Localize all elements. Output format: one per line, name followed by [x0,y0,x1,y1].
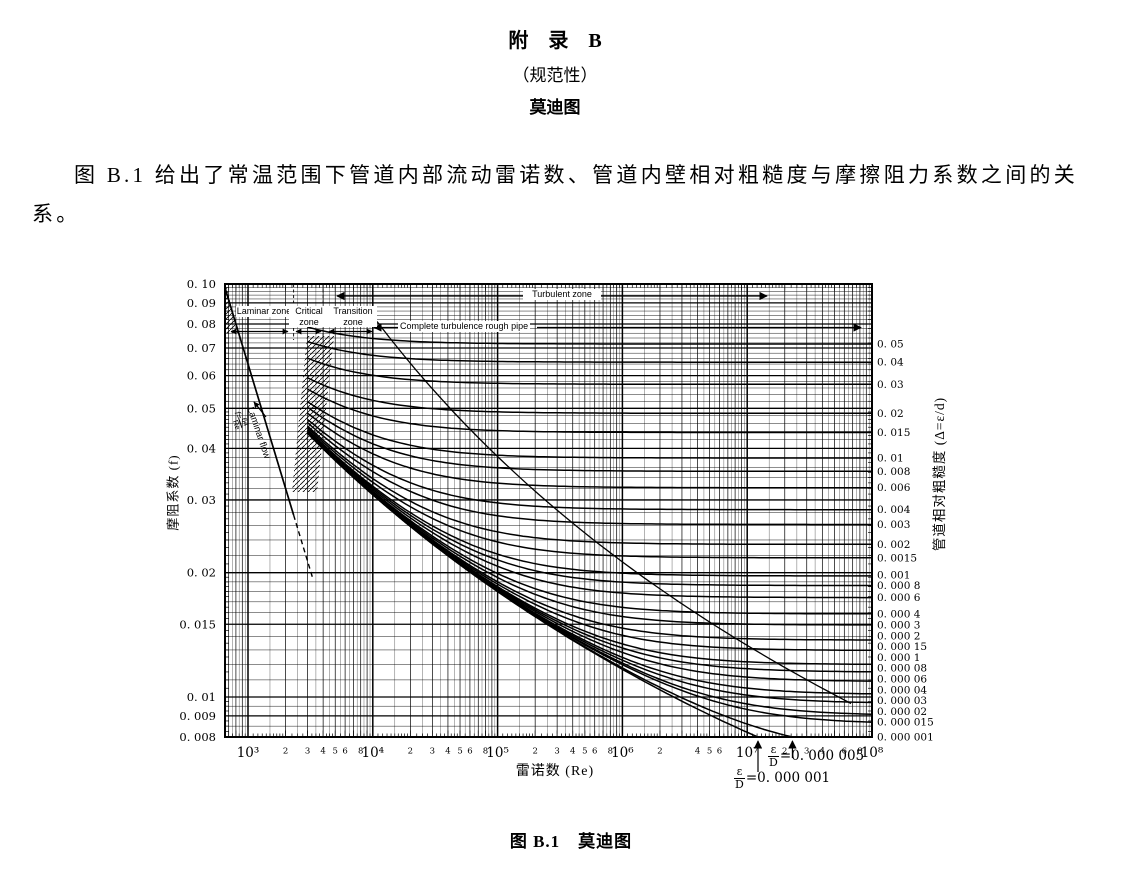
zone-label-critical: Critical zone [289,306,329,327]
svg-text:0. 004: 0. 004 [877,504,911,516]
svg-text:0. 000 8: 0. 000 8 [877,580,920,592]
svg-text:2: 2 [657,747,662,757]
svg-text:5: 5 [707,747,712,757]
svg-text:6: 6 [842,747,847,757]
svg-text:10⁶: 10⁶ [611,745,634,761]
svg-text:0. 04: 0. 04 [187,441,216,455]
svg-text:0. 000 15: 0. 000 15 [877,641,927,653]
svg-text:4: 4 [320,747,325,757]
svg-text:0. 04: 0. 04 [877,357,904,369]
svg-text:0. 0015: 0. 0015 [877,552,917,564]
figure-caption: 图 B.1 莫迪图 [509,832,633,851]
svg-text:0. 000 4: 0. 000 4 [877,608,921,620]
svg-text:0. 09: 0. 09 [187,296,216,310]
svg-text:0. 000 015: 0. 000 015 [877,717,934,729]
svg-text:0. 000 3: 0. 000 3 [877,619,920,631]
svg-text:2: 2 [782,747,787,757]
svg-text:0. 001: 0. 001 [877,569,910,581]
svg-text:0. 08: 0. 08 [187,317,216,331]
svg-text:3: 3 [430,747,435,757]
svg-text:0. 10: 0. 10 [187,277,216,291]
x-axis-title: 雷诺数 (Re) [515,764,595,779]
svg-text:2: 2 [532,747,537,757]
normative-label: （规范性） [512,66,598,85]
svg-text:0. 000 001: 0. 000 001 [877,732,934,744]
svg-text:0. 000 08: 0. 000 08 [877,663,927,675]
svg-text:6: 6 [342,747,347,757]
svg-text:8: 8 [483,747,488,757]
svg-text:0. 03: 0. 03 [877,379,904,391]
appendix-title: 附 录 B [508,30,602,52]
svg-text:3: 3 [804,747,809,757]
svg-text:0. 05: 0. 05 [877,339,904,351]
svg-text:5: 5 [582,747,587,757]
svg-text:8: 8 [608,747,613,757]
zone-label-transition: Transition zone [329,306,377,327]
svg-text:0. 07: 0. 07 [187,341,216,355]
svg-text:5: 5 [333,747,338,757]
zone-label-turbulent: Turbulent zone [523,289,601,300]
svg-text:0. 03: 0. 03 [187,493,216,507]
svg-text:0. 000 02: 0. 000 02 [877,706,927,718]
intro-paragraph: 图 B.1 给出了常温范围下管道内部流动雷诺数、管道内壁相对粗糙度与摩擦阻力系数… [32,163,1078,226]
svg-text:10⁷: 10⁷ [736,745,759,761]
svg-text:3: 3 [554,747,559,757]
svg-text:0. 000 06: 0. 000 06 [877,674,927,686]
svg-text:0. 02: 0. 02 [187,566,216,580]
svg-text:0. 002: 0. 002 [877,539,910,551]
svg-text:6: 6 [592,747,597,757]
fraction: ε D [768,743,779,769]
svg-text:0. 05: 0. 05 [187,401,216,415]
section-title: 莫迪图 [529,98,581,117]
svg-text:3: 3 [305,747,310,757]
svg-text:10⁸: 10⁸ [861,745,884,761]
svg-text:0. 01: 0. 01 [187,690,216,704]
annotation-eps-d-0000001: ε D =0. 000 001 [734,765,831,791]
zone-label-complete-turbulence: Complete turbulence rough pipe [398,321,531,332]
svg-text:0. 000 6: 0. 000 6 [877,592,921,604]
svg-text:0. 000 04: 0. 000 04 [877,684,927,696]
svg-text:8: 8 [857,747,862,757]
svg-text:0. 000 2: 0. 000 2 [877,630,920,642]
svg-text:0. 008: 0. 008 [179,730,216,744]
svg-text:0. 015: 0. 015 [179,617,216,631]
svg-text:6: 6 [467,747,472,757]
annotation-eps-d-0000005: ε D =0. 000 005 [768,743,865,769]
zone-label-laminar: Laminar zone [236,306,292,317]
svg-text:10⁴: 10⁴ [362,745,385,761]
svg-text:0. 009: 0. 009 [179,709,216,723]
y-axis-title-left: 摩阻系数 (f) [165,454,181,531]
svg-text:2: 2 [408,747,413,757]
svg-text:0. 000 1: 0. 000 1 [877,652,920,664]
y-axis-title-right: 管道相对粗糙度 (Δ=ε/d) [932,396,947,552]
svg-text:0. 003: 0. 003 [877,519,910,531]
svg-text:4: 4 [820,747,825,757]
svg-text:4: 4 [695,747,700,757]
svg-text:10⁵: 10⁵ [486,745,509,761]
svg-text:8: 8 [358,747,363,757]
svg-text:0. 02: 0. 02 [877,408,904,420]
svg-text:4: 4 [445,747,450,757]
svg-text:4: 4 [570,747,575,757]
svg-text:0. 000 03: 0. 000 03 [877,695,927,707]
fraction: ε D [734,765,745,791]
svg-text:0. 008: 0. 008 [877,466,910,478]
svg-text:0. 006: 0. 006 [877,482,911,494]
svg-text:0. 015: 0. 015 [877,427,910,439]
svg-text:10³: 10³ [237,745,260,761]
svg-text:5: 5 [457,747,462,757]
svg-text:0. 06: 0. 06 [187,369,216,383]
svg-text:0. 01: 0. 01 [877,453,904,465]
svg-text:2: 2 [283,747,288,757]
svg-text:6: 6 [717,747,722,757]
